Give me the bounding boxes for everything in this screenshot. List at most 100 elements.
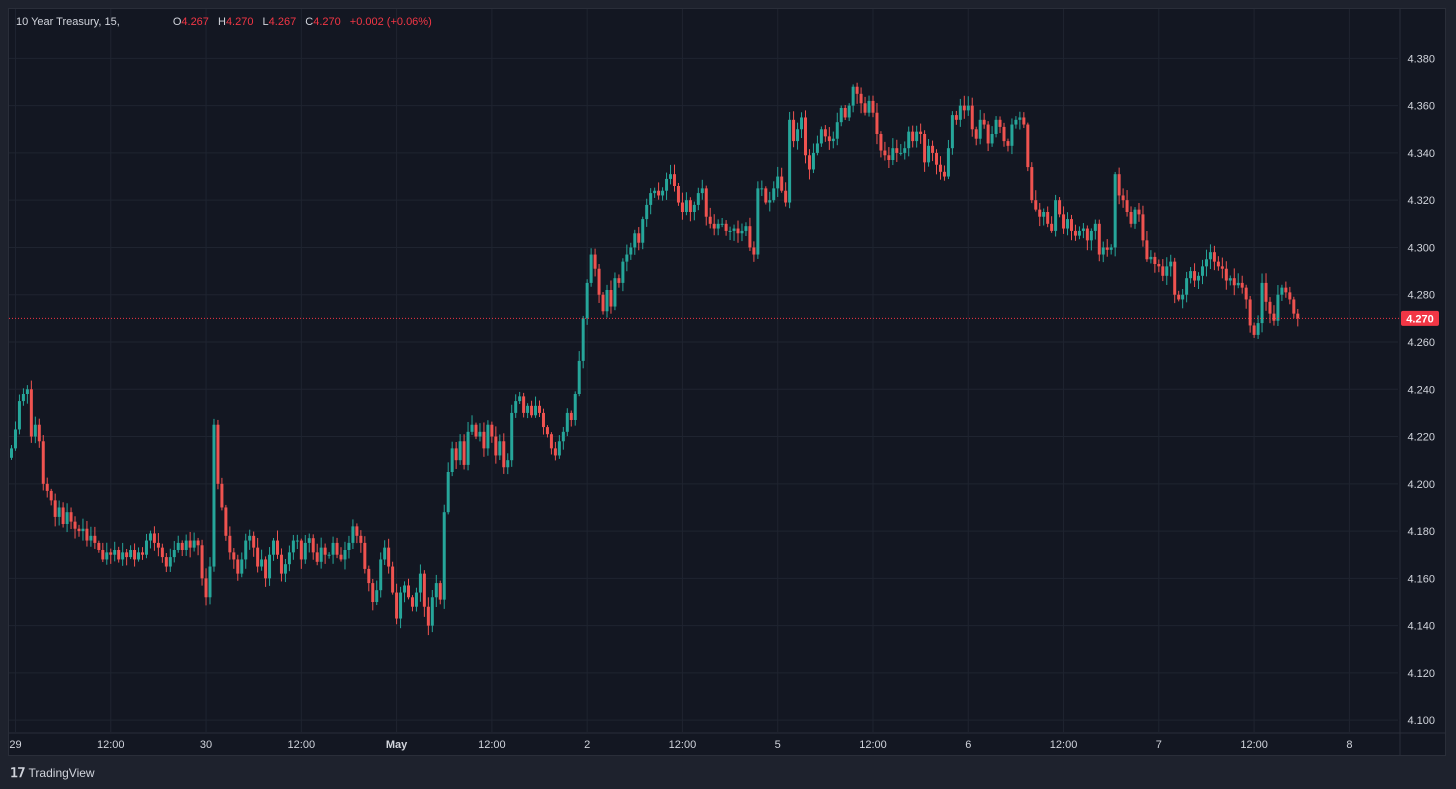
candles (10, 82, 1300, 636)
candle-body (196, 540, 200, 546)
candle-body (1272, 313, 1276, 321)
candle-body (526, 405, 530, 413)
brand[interactable]: 𝟣𝟩 TradingView (10, 765, 95, 781)
candle-body (275, 540, 279, 555)
candle-body (482, 431, 486, 449)
candle-body (970, 105, 974, 130)
candle-body (1288, 292, 1292, 300)
close-value: 4.270 (313, 16, 341, 28)
candle-body (144, 540, 148, 555)
candle-body (1240, 282, 1244, 288)
y-tick-label: 4.200 (1407, 479, 1435, 491)
candle-body (831, 138, 835, 142)
candle-body (796, 129, 800, 142)
candle-body (283, 564, 287, 574)
candle-body (1137, 209, 1141, 215)
y-tick-label: 4.240 (1407, 384, 1435, 396)
candle-body (653, 190, 657, 194)
candle-body (1252, 325, 1256, 335)
candle-body (299, 540, 303, 560)
candle-body (25, 389, 29, 394)
candle-body (117, 550, 121, 560)
candle-body (883, 150, 887, 156)
candle-body (1197, 275, 1201, 281)
close-label: C (305, 16, 314, 28)
candle-body (97, 542, 101, 550)
candle-body (327, 554, 331, 556)
candle-body (156, 542, 160, 548)
candle-body (323, 547, 327, 555)
candle-body (871, 100, 875, 113)
candle-body (768, 200, 772, 203)
high-value: 4.270 (225, 16, 254, 28)
candle-body (716, 223, 720, 229)
candle-body (335, 542, 339, 555)
candle-body (704, 188, 708, 217)
candle-body (339, 554, 343, 560)
symbol-label[interactable]: 10 Year Treasury, 15, (16, 16, 120, 28)
candle-body (839, 108, 843, 123)
candle-body (1125, 200, 1129, 212)
candle-body (581, 318, 585, 361)
candle-body (399, 592, 403, 619)
candle-body (212, 424, 216, 567)
candle-body (1022, 117, 1026, 125)
candle-body (847, 105, 851, 118)
candle-body (843, 108, 847, 118)
candle-body (534, 405, 538, 416)
candle-body (291, 540, 295, 553)
brand-name: TradingView (28, 766, 95, 780)
low-value: 4.267 (268, 16, 297, 28)
x-tick-label: 30 (200, 739, 212, 751)
candle-body (688, 200, 692, 212)
x-tick-label: 5 (775, 739, 781, 751)
candle-body (1232, 278, 1236, 286)
candle-body (538, 405, 542, 413)
candle-body (1077, 230, 1081, 236)
candle-body (367, 568, 371, 584)
candle-body (168, 557, 172, 567)
candle-body (1030, 167, 1034, 201)
x-tick-label: 12:00 (478, 739, 506, 751)
candle-body (815, 143, 819, 153)
candle-body (911, 131, 915, 142)
candle-body (315, 552, 319, 562)
candle-body (466, 431, 470, 465)
candle-body (29, 389, 33, 437)
candle-body (665, 178, 669, 191)
candle-body (256, 547, 260, 567)
candle-body (13, 429, 17, 449)
price-axis[interactable]: 4.100 4.120 4.140 4.160 4.180 4.200 4.220 4.240… (1407, 53, 1435, 727)
candle-body (133, 550, 137, 560)
candle-body (565, 412, 569, 432)
candle-body (426, 606, 430, 626)
candle-body (89, 535, 93, 541)
candle-body (1018, 117, 1022, 120)
candle-body (966, 105, 970, 111)
candle-body (1292, 299, 1296, 314)
candle-body (903, 148, 907, 153)
open-label: O (172, 16, 182, 28)
candle-body (252, 535, 256, 548)
y-tick-label: 4.180 (1407, 526, 1435, 538)
candle-body (998, 119, 1002, 127)
candle-body (355, 526, 359, 536)
candle-body (268, 554, 272, 579)
candle-body (561, 431, 565, 442)
time-axis[interactable]: 29 12:00 30 12:00 May 12:00 2 12:00 5 12:00 6 12:00… (9, 739, 1352, 751)
chart-frame[interactable] (8, 8, 1446, 756)
candle-body (347, 542, 351, 550)
candle-body (1026, 124, 1030, 168)
candle-body (184, 540, 188, 550)
candle-body (629, 247, 633, 255)
candle-body (224, 507, 228, 536)
candle-body (1268, 301, 1272, 314)
tradingview-logo-icon: 𝟣𝟩 (10, 765, 26, 780)
x-tick-label: 12:00 (97, 739, 125, 751)
candle-body (1085, 228, 1089, 241)
candle-body (1046, 212, 1050, 224)
candle-body (1280, 287, 1284, 295)
candle-body (541, 412, 545, 428)
candle-body (1109, 247, 1113, 250)
